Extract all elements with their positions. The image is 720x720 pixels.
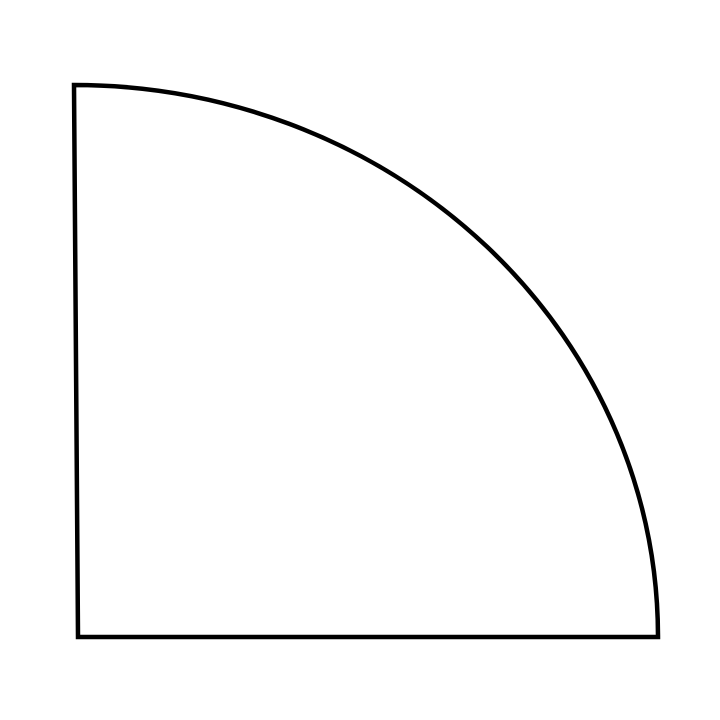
quarter-circle-shape xyxy=(71,82,661,640)
